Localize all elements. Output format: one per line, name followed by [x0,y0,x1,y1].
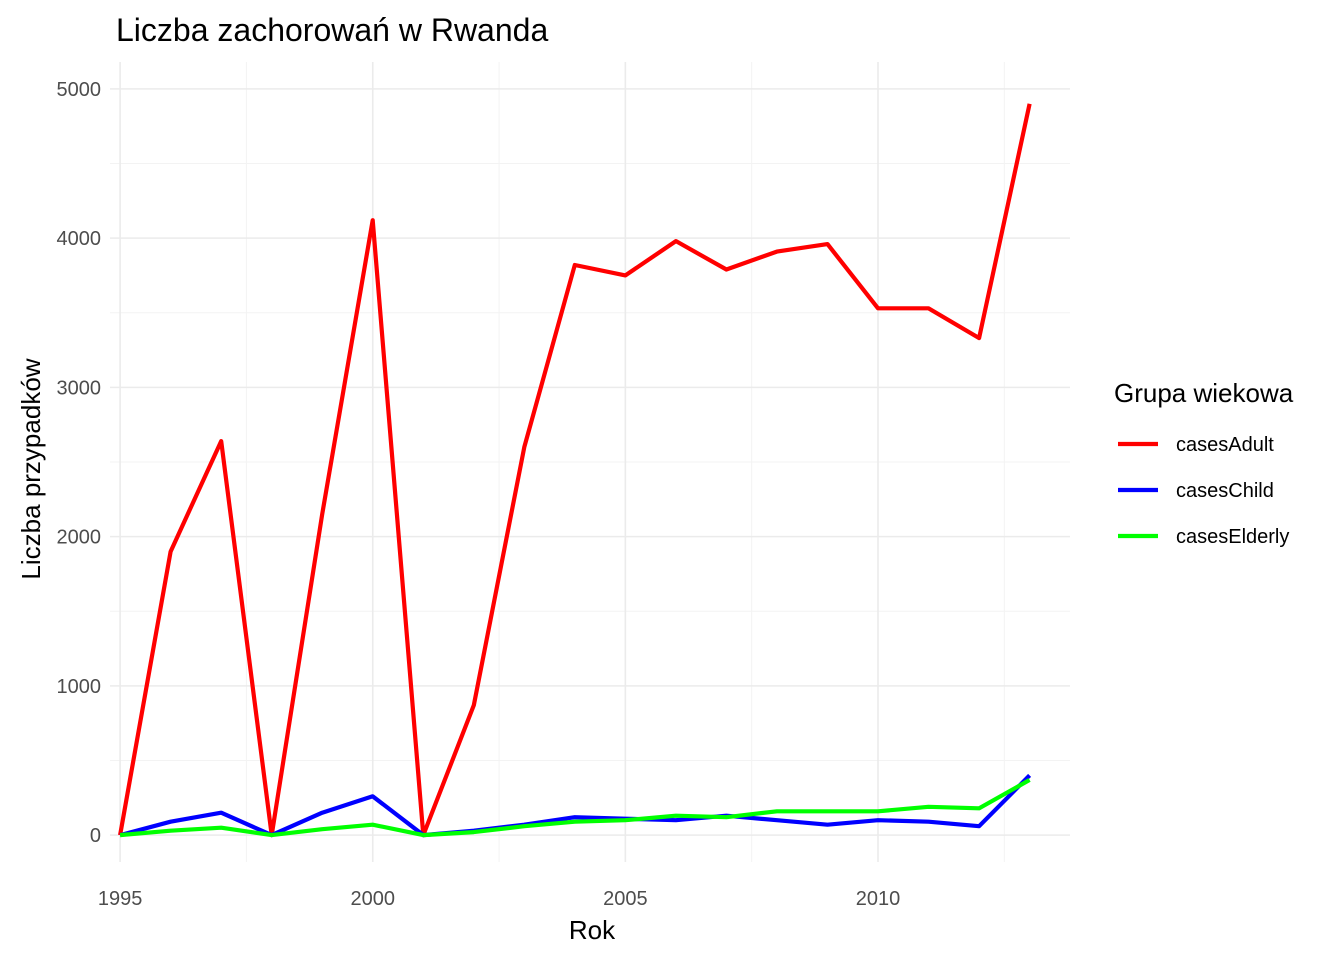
y-tick-label: 5000 [57,79,102,101]
y-tick-label: 1000 [57,676,102,698]
x-tick-label: 2010 [856,888,901,910]
x-tick-label: 2000 [350,888,395,910]
x-axis-ticks: 1995 2000 2005 2010 [98,888,900,910]
series-line-casesElderly [119,778,1031,838]
series-lines [118,103,1032,838]
x-axis-title: Rok [569,915,616,945]
legend-label-casesElderly: casesElderly [1176,526,1289,548]
series-line-casesChild [119,773,1032,838]
x-tick-label: 1995 [98,888,143,910]
y-tick-label: 3000 [57,377,102,399]
y-tick-label: 0 [90,825,101,847]
x-tick-label: 2005 [603,888,648,910]
legend: Grupa wiekowa casesAdult casesChild casesE… [1114,378,1294,548]
y-tick-label: 4000 [57,228,102,250]
chart-title: Liczba zachorowań w Rwanda [116,12,548,48]
y-axis-ticks: 0 1000 2000 3000 4000 5000 [57,79,102,847]
series-line-casesAdult [118,103,1032,838]
grid [110,62,1070,862]
legend-title: Grupa wiekowa [1114,378,1294,408]
y-tick-label: 2000 [57,527,102,549]
y-axis-title: Liczba przypadków [16,358,46,579]
legend-label-casesChild: casesChild [1176,480,1274,502]
legend-label-casesAdult: casesAdult [1176,434,1274,456]
